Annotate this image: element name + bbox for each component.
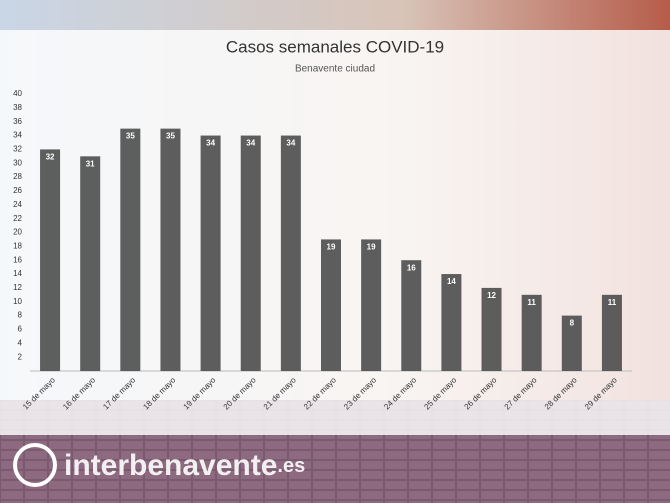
y-tick-label: 38	[13, 103, 22, 112]
y-tick-label: 4	[18, 338, 23, 347]
value-label: 19	[367, 243, 376, 252]
y-tick-label: 18	[13, 241, 22, 250]
bar	[561, 315, 582, 371]
bar	[80, 156, 101, 371]
y-tick-label: 12	[13, 283, 22, 292]
value-label: 14	[447, 277, 456, 286]
y-tick-label: 36	[13, 117, 22, 126]
bar	[240, 135, 261, 371]
value-label: 34	[286, 139, 295, 148]
value-label: 34	[246, 139, 255, 148]
bar	[280, 135, 301, 371]
bar	[40, 149, 61, 371]
value-label: 16	[407, 263, 416, 272]
chart-subtitle: Benavente ciudad	[295, 64, 375, 75]
value-label: 32	[46, 153, 55, 162]
bar	[601, 294, 622, 371]
y-tick-label: 16	[13, 255, 22, 264]
logo-icon	[13, 443, 57, 487]
bar	[160, 128, 181, 371]
bar	[200, 135, 221, 371]
y-tick-label: 32	[13, 145, 22, 154]
chart-title: Casos semanales COVID-19	[226, 37, 444, 56]
bar	[481, 287, 502, 371]
logo-name: interbenavente	[64, 449, 277, 482]
bar	[521, 294, 542, 371]
value-label: 31	[86, 159, 95, 168]
bar	[321, 239, 341, 371]
y-tick-label: 30	[13, 158, 22, 167]
y-tick-label: 24	[13, 200, 22, 209]
value-label: 19	[327, 243, 336, 252]
value-label: 8	[570, 319, 575, 328]
y-tick-label: 22	[13, 214, 22, 223]
y-tick-label: 8	[18, 311, 23, 320]
y-tick-label: 2	[18, 352, 23, 361]
y-tick-label: 40	[13, 89, 22, 98]
value-label: 34	[206, 139, 215, 148]
value-label: 11	[608, 298, 617, 307]
y-tick-label: 14	[13, 269, 22, 278]
bar	[401, 260, 422, 371]
bar	[120, 128, 141, 371]
value-label: 35	[166, 132, 175, 141]
y-tick-label: 28	[13, 172, 22, 181]
bar	[361, 239, 382, 371]
y-tick-label: 10	[13, 297, 22, 306]
y-tick-label: 26	[13, 186, 22, 195]
y-tick-label: 34	[13, 131, 22, 140]
value-label: 35	[126, 132, 135, 141]
logo-tld: .es	[277, 455, 305, 477]
logo: interbenavente.es	[13, 443, 305, 487]
value-label: 12	[487, 291, 496, 300]
y-tick-label: 20	[13, 228, 22, 237]
bar	[441, 274, 462, 371]
value-label: 11	[527, 298, 536, 307]
chart-panel	[0, 30, 670, 435]
logo-name: interbenavente.es	[64, 449, 305, 482]
y-tick-label: 6	[18, 325, 23, 334]
